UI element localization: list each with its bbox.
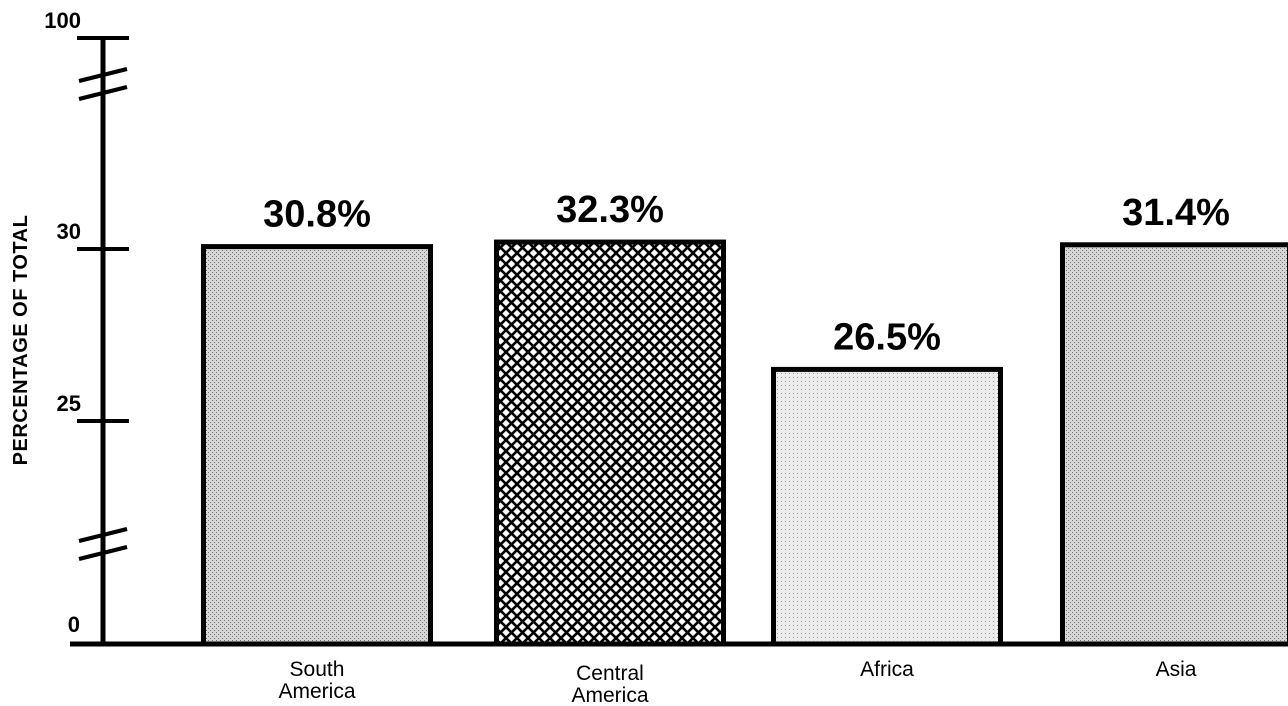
labels: 30.8%SouthAmerica32.3%CentralAmerica26.5…	[263, 189, 1230, 706]
category-label-3: Asia	[1156, 658, 1197, 681]
y-tick-label: 0	[68, 612, 80, 637]
bar-1	[494, 239, 726, 647]
y-tick-label: 25	[57, 391, 81, 416]
y-tick-label: 30	[57, 219, 81, 244]
category-label-2: Africa	[860, 658, 914, 681]
category-label-1: Central	[576, 662, 644, 685]
bar-3	[1060, 242, 1288, 647]
data-label-1: 32.3%	[556, 189, 664, 231]
data-label-3: 31.4%	[1122, 192, 1230, 234]
y-axis-label: PERCENTAGE OF TOTAL	[10, 215, 32, 466]
axis-break-mark	[78, 85, 128, 101]
axis-break-mark	[78, 545, 128, 561]
bar-0	[201, 244, 433, 647]
data-label-2: 26.5%	[833, 316, 941, 358]
bars	[201, 239, 1288, 647]
category-label-0: South	[290, 658, 345, 681]
category-label-1: America	[571, 684, 648, 706]
y-tick-label: 100	[44, 8, 81, 33]
axis-break-mark	[78, 527, 128, 543]
category-label-0: America	[278, 680, 355, 703]
bar-2	[771, 366, 1003, 647]
axis-break-mark	[78, 67, 128, 83]
data-label-0: 30.8%	[263, 194, 371, 236]
